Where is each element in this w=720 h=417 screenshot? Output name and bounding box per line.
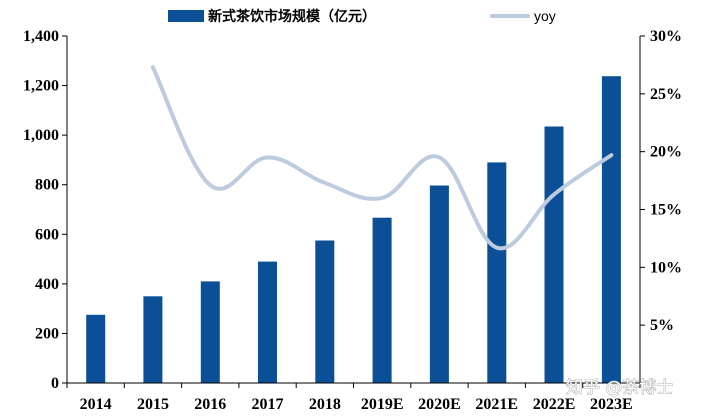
- left-tick-label: 1,200: [23, 78, 59, 95]
- bar-2015: [143, 296, 163, 384]
- bar-2016: [200, 281, 220, 383]
- bar-2020E: [429, 185, 449, 383]
- legend-bar-label: 新式茶饮市场规模（亿元）: [208, 8, 376, 25]
- yoy-line: [150, 65, 614, 251]
- x-tick-label: 2022E: [533, 396, 576, 413]
- legend-line-label: yoy: [534, 8, 556, 24]
- x-tick-label: 2014: [80, 396, 112, 413]
- left-axis-ticks: 0 200 400 600 800 1,000 1,200 1,400: [23, 28, 59, 392]
- left-tick-label: 800: [35, 177, 59, 194]
- x-tick-label: 2018: [309, 396, 341, 413]
- left-tick-label: 200: [35, 325, 59, 342]
- x-tick-label: 2019E: [361, 396, 404, 413]
- right-axis-ticks: 5% 10% 15% 20% 25% 30%: [650, 28, 682, 334]
- bar-2017: [258, 261, 277, 383]
- bar-2021E: [487, 162, 507, 383]
- legend: 新式茶饮市场规模（亿元） yoy: [168, 8, 556, 25]
- left-tick-label: 1,000: [23, 127, 59, 144]
- x-axis-ticks: 2014 2015 2016 2017 2018 2019E 2020E 2021E 2022E…: [80, 396, 633, 413]
- left-tick-label: 600: [35, 226, 59, 243]
- left-tick-label: 0: [51, 375, 59, 392]
- right-tick-label: 5%: [650, 317, 674, 334]
- watermark: 知乎 @茶博士: [566, 378, 673, 398]
- left-tick-label: 1,400: [23, 28, 59, 45]
- x-tick-label: 2015: [137, 396, 169, 413]
- x-tick-label: 2023E: [590, 396, 633, 413]
- legend-bar-swatch: [168, 10, 204, 22]
- axes: [62, 35, 645, 388]
- right-tick-label: 25%: [650, 86, 682, 103]
- bars: [86, 76, 621, 384]
- x-tick-label: 2016: [194, 396, 226, 413]
- right-tick-label: 10%: [650, 259, 682, 276]
- x-tick-label: 2017: [252, 396, 284, 413]
- bar-2014: [86, 314, 106, 383]
- bar-2022E: [544, 126, 564, 383]
- bar-2023E: [601, 76, 621, 383]
- bar-2018: [315, 240, 335, 383]
- x-tick-label: 2021E: [475, 396, 518, 413]
- right-tick-label: 15%: [650, 202, 682, 219]
- left-tick-label: 400: [35, 276, 59, 293]
- bar-2019E: [372, 217, 392, 383]
- right-tick-label: 20%: [650, 144, 682, 161]
- x-tick-label: 2020E: [418, 396, 461, 413]
- right-tick-label: 30%: [650, 28, 682, 45]
